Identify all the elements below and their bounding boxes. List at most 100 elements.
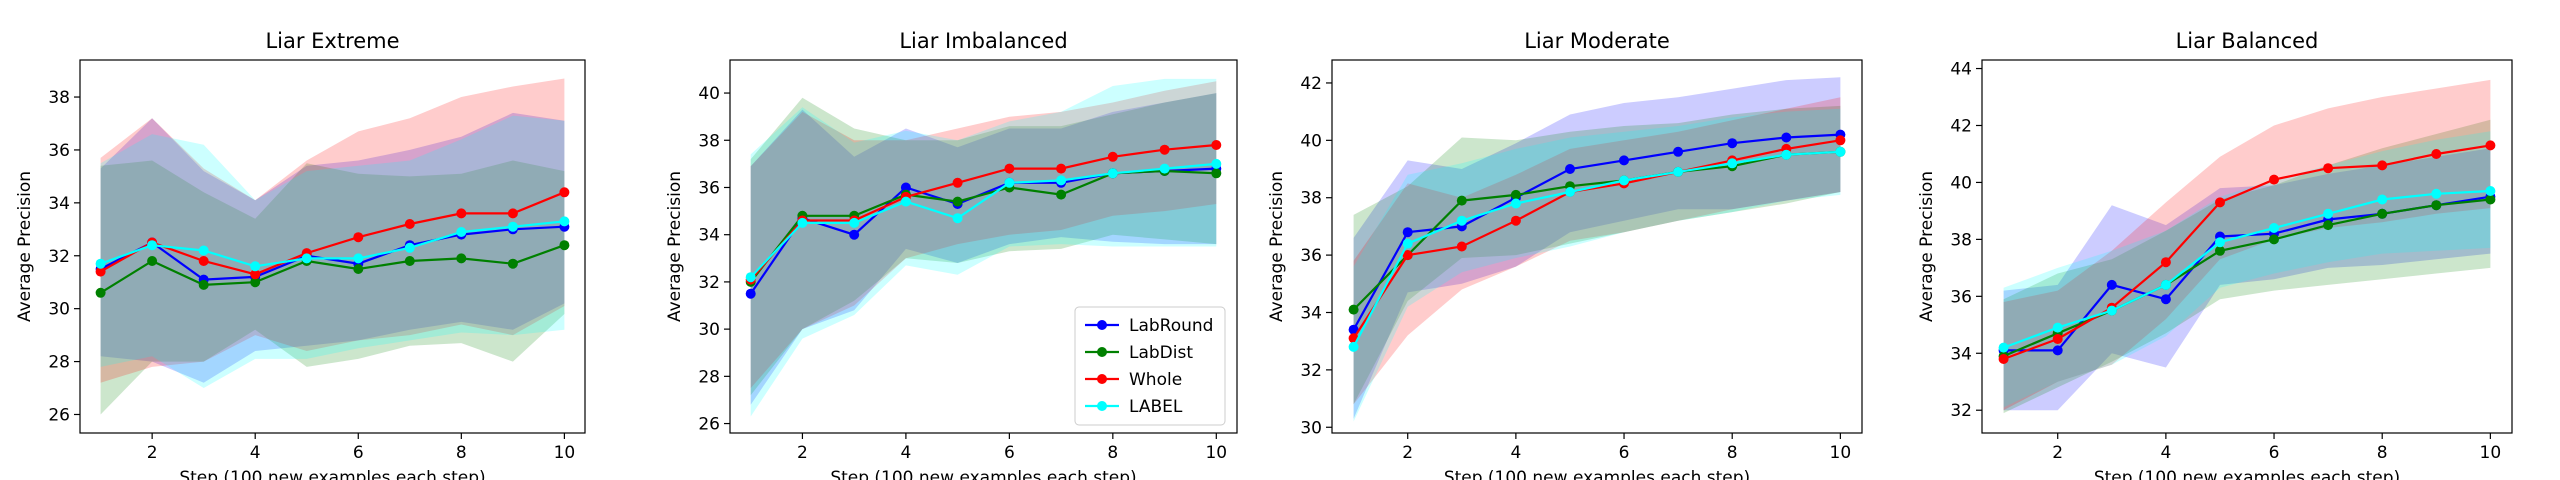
chart-title: Liar Moderate: [1524, 29, 1670, 53]
legend-label: LabDist: [1129, 343, 1193, 363]
x-tick-label: 6: [1619, 443, 1630, 463]
point-label: [559, 216, 570, 227]
series-line-label: [2003, 189, 2491, 349]
band-labdist: [750, 93, 1217, 396]
point-labround: [900, 182, 911, 193]
axes-frame: [1981, 59, 2513, 434]
y-tick-label: 26: [698, 415, 720, 435]
band-labdist: [1353, 105, 1841, 405]
point-labdist: [952, 196, 963, 207]
y-tick-label: 32: [1950, 401, 1972, 421]
point-whole: [2215, 197, 2225, 208]
point-label: [1348, 341, 1359, 352]
x-tick-label: 8: [456, 443, 467, 463]
point-labdist: [353, 264, 364, 274]
y-tick-label: 32: [698, 273, 720, 293]
point-label: [507, 221, 518, 232]
point-labdist: [1456, 195, 1467, 206]
legend-label: Whole: [1129, 370, 1182, 390]
point-label: [456, 227, 467, 237]
point-whole: [559, 187, 570, 198]
chart-panel-liar-moderate: 2 4 6 8 10 30 32 34 36 38 40 42 Liar Moderate Step (1…: [1267, 29, 1863, 480]
point-whole: [353, 232, 364, 243]
series-line-labdist: [100, 244, 565, 294]
x-tick-label: 8: [1107, 443, 1118, 463]
point-labround: [1727, 138, 1738, 149]
point-whole: [2323, 163, 2334, 174]
point-label: [2160, 279, 2171, 290]
point-label: [147, 240, 158, 251]
series-line-labdist: [1352, 150, 1841, 311]
point-labround: [745, 288, 756, 299]
point-labdist: [2323, 220, 2334, 231]
x-tick-label: 6: [2269, 443, 2280, 463]
y-tick-label: 40: [1950, 173, 1972, 193]
legend-label: LabRound: [1129, 316, 1213, 336]
point-labdist: [2377, 208, 2388, 219]
y-tick-label: 34: [698, 226, 720, 246]
y-axis-label: Average Precision: [1267, 171, 1287, 322]
band-labround: [100, 112, 565, 383]
point-whole: [1056, 163, 1067, 174]
point-whole: [198, 256, 209, 266]
point-label: [745, 272, 756, 283]
point-whole: [2160, 257, 2171, 268]
y-tick-label: 30: [1300, 418, 1322, 438]
point-label: [1211, 158, 1222, 169]
point-labdist: [1056, 189, 1067, 200]
chart-title: Liar Balanced: [2176, 29, 2319, 53]
x-axis-label: Step (100 new examples each step): [179, 468, 485, 480]
series-line-label: [749, 162, 1217, 278]
point-labdist: [250, 277, 261, 288]
point-label: [1056, 175, 1067, 186]
point-whole: [1004, 163, 1015, 174]
chart-title: Liar Imbalanced: [899, 29, 1067, 53]
x-tick-label: 10: [2480, 443, 2502, 463]
y-tick-label: 28: [698, 367, 720, 387]
point-label: [1781, 149, 1792, 160]
point-labdist: [404, 256, 415, 266]
legend: LabRound LabDist Whole LABEL: [1074, 306, 1226, 426]
x-tick-label: 6: [1004, 443, 1015, 463]
band-whole: [1353, 97, 1841, 405]
y-tick-label: 34: [1300, 303, 1322, 323]
point-label: [2485, 186, 2496, 196]
y-tick-label: 38: [48, 88, 70, 108]
point-label: [1727, 158, 1738, 169]
axes-frame: [79, 59, 586, 434]
point-whole: [404, 219, 415, 229]
x-tick-label: 8: [1727, 443, 1738, 463]
point-label: [1619, 175, 1629, 186]
point-labdist: [95, 287, 106, 298]
point-whole: [2377, 160, 2388, 171]
point-label: [250, 261, 261, 272]
series-line-labdist: [2003, 198, 2491, 358]
band-whole: [750, 81, 1217, 389]
point-labdist: [147, 256, 158, 266]
y-tick-label: 32: [48, 247, 70, 267]
point-label: [2269, 223, 2279, 233]
y-tick-label: 42: [1300, 74, 1322, 94]
point-label: [2215, 237, 2225, 248]
x-axis-label: Step (100 new examples each step): [1444, 468, 1750, 480]
y-tick-label: 28: [48, 353, 70, 373]
y-tick-label: 26: [48, 405, 70, 425]
x-tick-label: 2: [2052, 443, 2063, 463]
point-label: [1107, 168, 1118, 179]
y-tick-label: 36: [1300, 246, 1322, 266]
y-tick-label: 36: [698, 178, 720, 198]
band-labdist: [2003, 119, 2491, 414]
series-line-label: [1352, 150, 1841, 348]
x-tick-label: 2: [147, 443, 158, 463]
y-tick-label: 38: [698, 131, 720, 151]
point-labround: [2160, 294, 2171, 305]
y-axis-label: Average Precision: [1917, 171, 1937, 322]
point-labdist: [456, 253, 467, 264]
point-labdist: [2485, 194, 2496, 205]
point-label: [1004, 177, 1015, 188]
point-label: [1998, 342, 2009, 353]
point-whole: [250, 269, 261, 280]
point-label: [1510, 198, 1521, 209]
point-label: [301, 253, 312, 264]
y-axis-label: Average Precision: [665, 171, 685, 322]
